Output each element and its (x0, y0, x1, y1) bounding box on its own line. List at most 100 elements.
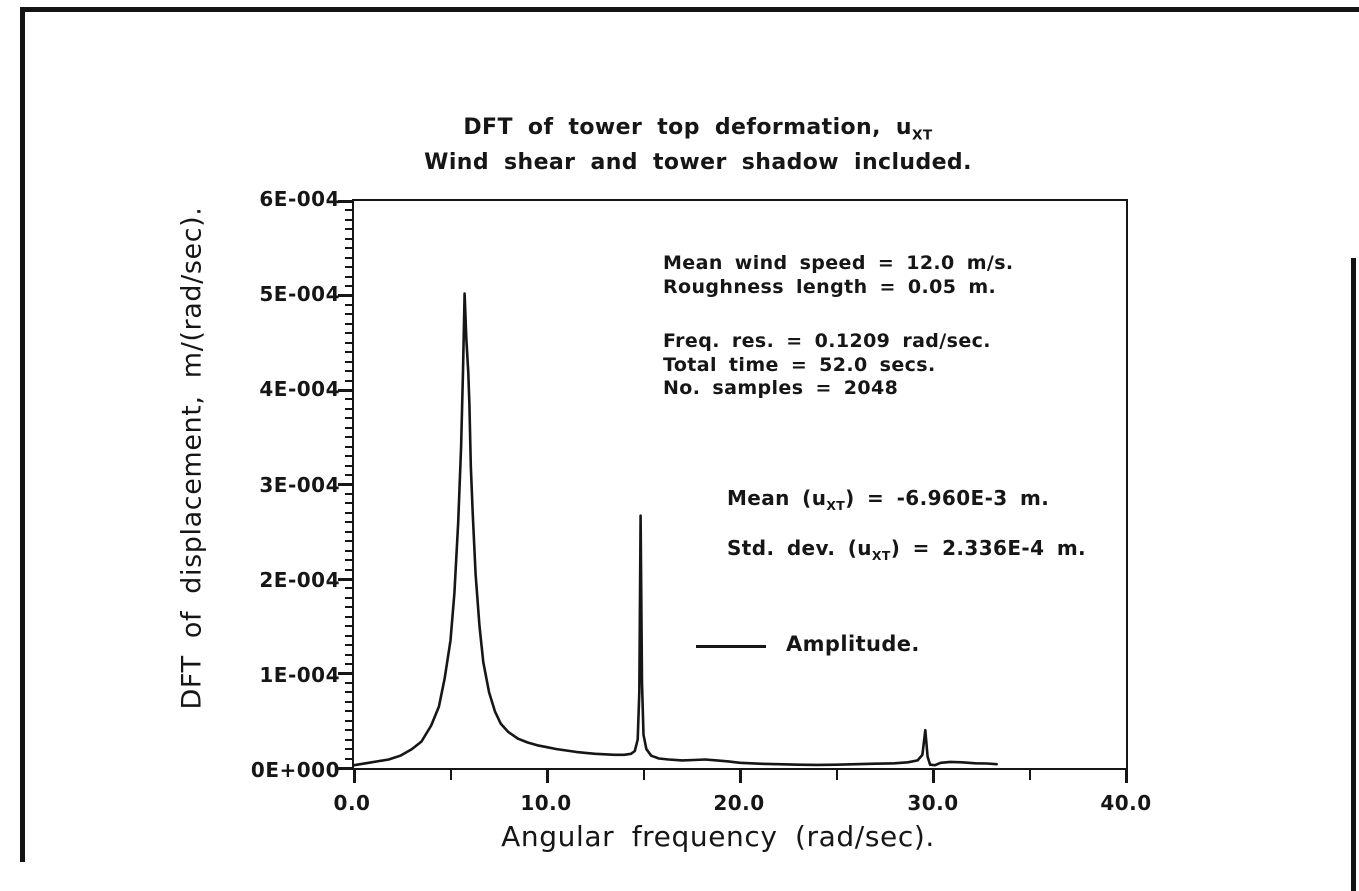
title-subscript: XT (912, 127, 933, 144)
y-minor-tick (345, 417, 352, 420)
page-border-right (1351, 258, 1356, 891)
x-major-tick (1124, 770, 1128, 783)
y-tick-label: 6E-004 (259, 187, 340, 211)
y-minor-tick (345, 266, 352, 269)
y-tick-label: 2E-004 (259, 568, 340, 592)
y-minor-tick (345, 729, 352, 732)
y-minor-tick (345, 700, 352, 703)
y-tick-label: 5E-004 (259, 282, 340, 306)
x-minor-tick (642, 770, 645, 780)
y-minor-tick (345, 407, 352, 410)
x-major-tick (545, 770, 549, 783)
y-minor-tick (345, 710, 352, 713)
y-minor-tick (345, 379, 352, 382)
x-tick-label: 30.0 (907, 791, 959, 815)
y-minor-tick (345, 559, 352, 562)
y-tick-label: 4E-004 (259, 377, 340, 401)
x-tick-label: 40.0 (1100, 791, 1152, 815)
y-minor-tick (345, 549, 352, 552)
chart-title: DFT of tower top deformation, uXT Wind s… (348, 114, 1048, 176)
y-major-tick (338, 483, 352, 486)
y-minor-tick (345, 275, 352, 278)
x-major-tick (738, 770, 742, 783)
y-axis-title: DFT of displacement, m/(rad/sec). (176, 206, 208, 710)
x-tick-label: 0.0 (333, 791, 371, 815)
legend-line-sample (696, 645, 766, 648)
y-minor-tick (345, 634, 352, 637)
std-subscript: XT (871, 548, 891, 563)
plot-area (338, 199, 1128, 783)
y-minor-tick (345, 615, 352, 618)
page-border-left (20, 7, 25, 862)
mean-wind-speed-text: Mean wind speed = 12.0 m/s. (663, 252, 1014, 274)
y-minor-tick (345, 681, 352, 684)
y-minor-tick (345, 237, 352, 240)
y-minor-tick (345, 738, 352, 741)
y-minor-tick (345, 464, 352, 467)
y-major-tick (338, 294, 352, 297)
y-major-tick (338, 199, 352, 203)
y-minor-tick (345, 719, 352, 722)
page-border-top (20, 7, 1359, 12)
y-minor-tick (345, 303, 352, 306)
mean-displacement-text: Mean (uXT) = -6.960E-3 m. (727, 486, 1050, 513)
x-minor-tick (835, 770, 838, 780)
y-minor-tick (345, 218, 352, 221)
y-minor-tick (345, 511, 352, 514)
legend-label: Amplitude. (786, 632, 920, 656)
mean-subscript: XT (826, 498, 846, 513)
y-tick-label: 3E-004 (259, 473, 340, 497)
y-minor-tick (345, 313, 352, 316)
roughness-length-text: Roughness length = 0.05 m. (663, 275, 997, 298)
y-major-tick (338, 766, 352, 770)
y-major-tick (338, 388, 352, 392)
y-minor-tick (345, 568, 352, 571)
y-minor-tick (345, 540, 352, 543)
y-minor-tick (345, 351, 352, 354)
y-major-tick (338, 577, 352, 581)
y-minor-tick (345, 332, 352, 335)
y-tick-label: 0E+000 (250, 758, 340, 782)
y-minor-tick (345, 474, 352, 477)
x-axis-title: Angular frequency (rad/sec). (501, 820, 935, 853)
y-minor-tick (345, 757, 352, 760)
y-major-tick (338, 672, 352, 675)
y-minor-tick (345, 285, 352, 288)
std-dev-displacement-text: Std. dev. (uXT) = 2.336E-4 m. (727, 536, 1087, 563)
y-minor-tick (345, 256, 352, 259)
x-minor-tick (1028, 770, 1031, 780)
y-minor-tick (345, 653, 352, 656)
y-minor-tick (345, 455, 352, 458)
y-minor-tick (345, 492, 352, 495)
y-minor-tick (345, 398, 352, 401)
y-minor-tick (345, 322, 352, 325)
x-major-tick (352, 770, 356, 783)
y-minor-tick (345, 228, 352, 231)
chart-title-line2: Wind shear and tower shadow included. (424, 150, 972, 176)
x-major-tick (931, 770, 935, 783)
chart-title-line1: DFT of tower top deformation, uXT (463, 115, 933, 144)
y-minor-tick (345, 436, 352, 439)
y-minor-tick (345, 748, 352, 751)
y-minor-tick (345, 587, 352, 590)
wind-annotation: Mean wind speed = 12.0 m/s. Roughness le… (663, 252, 1014, 299)
y-minor-tick (345, 247, 352, 250)
y-minor-tick (345, 341, 352, 344)
amplitude-curve (354, 292, 999, 767)
y-tick-label: 1E-004 (259, 663, 340, 687)
x-tick-label: 10.0 (520, 791, 572, 815)
y-minor-tick (345, 502, 352, 505)
x-minor-tick (449, 770, 452, 780)
amplitude-curve-canvas (354, 292, 999, 767)
y-minor-tick (345, 606, 352, 609)
sampling-annotation: Freq. res. = 0.1209 rad/sec. Total time … (663, 330, 991, 401)
total-time-text: Total time = 52.0 secs. (663, 353, 936, 376)
y-minor-tick (345, 596, 352, 599)
y-minor-tick (345, 530, 352, 533)
y-minor-tick (345, 625, 352, 628)
freq-res-text: Freq. res. = 0.1209 rad/sec. (663, 330, 991, 352)
y-minor-tick (345, 445, 352, 448)
y-minor-tick (345, 370, 352, 373)
y-minor-tick (345, 360, 352, 363)
